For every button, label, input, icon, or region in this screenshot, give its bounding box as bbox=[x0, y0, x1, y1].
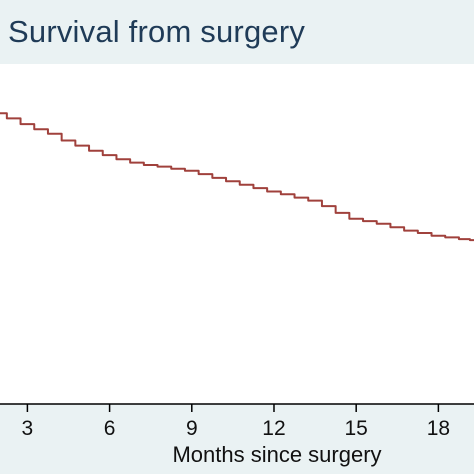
x-tick-label: 3 bbox=[22, 417, 34, 440]
x-tick-label: 9 bbox=[186, 417, 198, 440]
x-axis-ticks: 3 6 9 12 15 18 bbox=[22, 404, 450, 440]
plot-area bbox=[0, 64, 474, 404]
x-axis-label: Months since surgery bbox=[172, 442, 382, 467]
x-tick-label: 12 bbox=[262, 417, 285, 440]
x-tick-label: 18 bbox=[427, 417, 450, 440]
series-layer bbox=[0, 112, 474, 242]
survival-curve bbox=[0, 112, 474, 242]
x-tick-label: 15 bbox=[345, 417, 368, 440]
chart-title: Survival from surgery bbox=[8, 14, 306, 49]
x-tick-label: 6 bbox=[104, 417, 116, 440]
